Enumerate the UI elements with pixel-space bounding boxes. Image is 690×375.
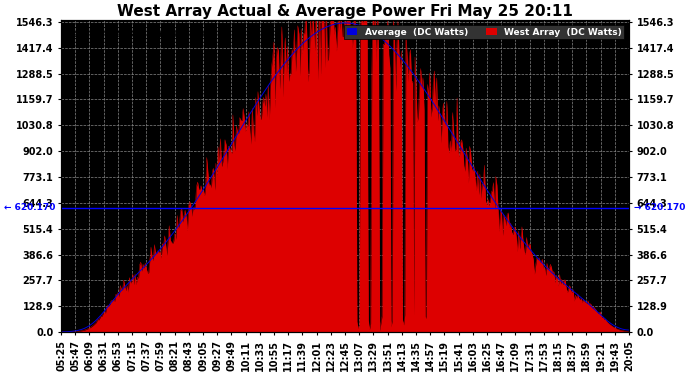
Text: Copyright 2018 Cartronics.com: Copyright 2018 Cartronics.com	[67, 30, 208, 39]
Text: → 620.170: → 620.170	[635, 203, 686, 212]
Title: West Array Actual & Average Power Fri May 25 20:11: West Array Actual & Average Power Fri Ma…	[117, 4, 573, 19]
Legend: Average  (DC Watts), West Array  (DC Watts): Average (DC Watts), West Array (DC Watts…	[344, 25, 624, 39]
Text: ← 620.170: ← 620.170	[4, 203, 55, 212]
